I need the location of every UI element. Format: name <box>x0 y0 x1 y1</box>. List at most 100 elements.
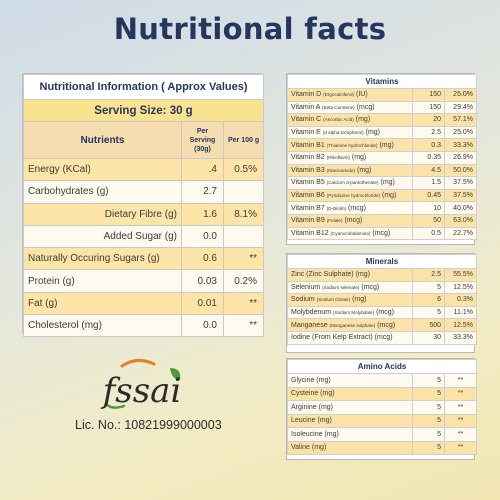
item-source: (Calcium d-pantothenate) <box>326 180 379 186</box>
nutrient-per-serving: 0.0 <box>181 224 224 249</box>
item-source: (Ascorbic Acid) <box>323 117 354 123</box>
nutrition-table: Nutritional Information ( Approx Values)… <box>22 73 265 338</box>
vitamin-row: Vitamin B2 (Riboflavin) (mg) 0.35 26.9% <box>287 150 478 165</box>
item-source: (Pyridoxine hydrochloride) <box>326 193 381 199</box>
vitamin-row-name: Vitamin B9 (Folate) (mcg) <box>287 213 413 228</box>
nutrient-per-100g <box>222 224 265 249</box>
nutrient-per-serving: 0.01 <box>181 291 224 316</box>
mineral-row-name: Manganese (Manganese sulphate) (mcg) <box>287 318 413 332</box>
vitamin-row-name: Vitamin E (d alpha tocopherol) (mg) <box>287 125 413 140</box>
vitamin-row-percent: 29.4% <box>443 100 478 115</box>
vitamin-row-percent: 25.0% <box>443 88 478 102</box>
item-source: (Sodium selenate) <box>322 284 360 290</box>
nutrient-per-serving: 0.0 <box>181 314 224 338</box>
mineral-row: Iodine (From Kelp Extract) (mcg) 30 33.3% <box>287 330 477 345</box>
item-name: Vitamin D <box>291 91 322 99</box>
amino-row: Leucine (mg) 5 ** <box>287 413 478 428</box>
item-name: Vitamin B9 <box>291 217 325 225</box>
mineral-row-percent: 11.1% <box>444 305 477 320</box>
nutrient-per-100g: ** <box>222 314 265 338</box>
item-source: (Manganese sulphate) <box>329 322 376 328</box>
vitamin-row-percent: 37.5% <box>443 188 478 203</box>
nutrient-row: Carbohydrates (g) 2.7 <box>23 180 265 204</box>
nutrient-per-serving: 0.6 <box>181 247 224 271</box>
item-source: (Sodium Citrate) <box>316 297 351 303</box>
amino-acids-table: Amino Acids Glycine (mg) 5 ** Cysteine (mg)… <box>286 358 478 460</box>
vitamin-row-value: 10 <box>412 201 445 215</box>
item-name: Zinc (Zinc Sulphate) <box>291 271 354 279</box>
vitamin-row-name: Vitamin A (Beta Carotene) (mcg) <box>287 100 413 115</box>
item-unit: (mcg) <box>377 321 396 329</box>
vitamin-row-percent: 33.3% <box>443 138 478 152</box>
mineral-row: Molybdenum (Sodium Molybdate) (mcg) 5 11.1… <box>287 305 477 320</box>
mineral-row: Sodium (Sodium Citrate) (mg) 6 0.3% <box>287 293 477 307</box>
nutrient-name: Dietary Fibre (g) <box>23 202 182 226</box>
nutrient-per-100g <box>222 180 265 204</box>
item-unit: (mcg) <box>361 283 380 291</box>
item-unit: (mcg) <box>344 217 363 225</box>
mineral-row-name: Molybdenum (Sodium Molybdate) (mcg) <box>287 305 413 320</box>
vitamin-row-value: 50 <box>412 213 445 228</box>
vitamin-row-name: Vitamin B2 (Riboflavin) (mg) <box>287 150 413 165</box>
vitamin-row-percent: 22.7% <box>443 226 478 241</box>
nutrient-per-serving: 0.03 <box>181 269 224 293</box>
vitamin-row-name: Vitamin B7 (D-Biotin) (mcg) <box>287 201 413 215</box>
vitamin-row-name: Vitamin B6 (Pyridoxine hydrochloride) (m… <box>287 188 413 203</box>
item-source: (D-Biotin) <box>326 205 347 211</box>
item-name: Vitamin B2 <box>291 154 325 162</box>
col-nutrients: Nutrients <box>23 121 182 159</box>
vitamin-row-value: 0.3 <box>412 138 445 152</box>
vitamin-row-percent: 25.0% <box>443 125 478 140</box>
mineral-row: Manganese (Manganese sulphate) (mcg) 500 1… <box>287 318 477 332</box>
nutrient-per-serving: 1.6 <box>181 202 224 226</box>
item-unit: (mg) <box>351 154 367 162</box>
nutrition-heading: Nutritional Information ( Approx Values) <box>22 74 265 100</box>
item-name: Vitamin B5 <box>291 179 325 187</box>
vitamin-row-name: Vitamin B3 (Niacinamide) (mg) <box>287 163 413 178</box>
nutrient-name: Added Sugar (g) <box>23 224 182 249</box>
item-unit: (mg) <box>352 296 367 304</box>
amino-value: 5 <box>412 373 445 388</box>
amino-name: Isoleucine (mg) <box>287 427 413 442</box>
item-unit: (mg) <box>365 129 380 137</box>
item-unit: (IU) <box>356 91 368 99</box>
vitamin-row-value: 20 <box>412 113 445 127</box>
nutrient-per-100g: 8.1% <box>222 202 265 226</box>
serving-size: Serving Size: 30 g <box>22 99 265 122</box>
mineral-row: Selenium (Sodium selenate) (mcg) 5 12.5% <box>287 280 477 295</box>
svg-text:fssai: fssai <box>100 371 182 411</box>
mineral-row-name: Zinc (Zinc Sulphate) (mg) <box>287 268 413 282</box>
amino-name: Glycine (mg) <box>287 373 413 388</box>
mineral-row-percent: 12.5% <box>444 318 477 332</box>
amino-percent: ** <box>443 440 478 455</box>
item-name: Vitamin B7 <box>291 204 325 212</box>
item-unit: (mg) <box>355 116 371 124</box>
nutrient-per-100g: 0.5% <box>222 157 265 182</box>
vitamin-row-value: 0.45 <box>412 188 445 203</box>
vitamin-row: Vitamin A (Beta Carotene) (mcg) 150 29.4% <box>287 100 478 115</box>
nutrient-row: Energy (KCal) .4 0.5% <box>23 157 265 182</box>
mineral-row-name: Selenium (Sodium selenate) (mcg) <box>287 280 413 295</box>
nutrient-name: Protein (g) <box>23 269 182 293</box>
mineral-row-value: 2.5 <box>412 268 445 282</box>
nutrient-name: Fat (g) <box>23 291 182 316</box>
item-name: Sodium <box>291 296 315 304</box>
amino-name: Arginine (mg) <box>287 400 413 415</box>
item-name: Iodine (From Kelp Extract) <box>291 334 373 342</box>
page-title: Nutritional facts <box>113 12 387 46</box>
vitamin-row-name: Vitamin D (Ergocalciferol) (IU) <box>287 88 413 102</box>
amino-row: Valine (mg) 5 ** <box>287 440 478 455</box>
amino-value: 5 <box>412 413 445 428</box>
item-unit: (mg) <box>379 141 394 149</box>
vitamin-row-value: 150 <box>412 100 445 115</box>
mineral-row-value: 500 <box>412 318 445 332</box>
amino-row: Cysteine (mg) 5 ** <box>287 386 478 401</box>
vitamin-row-name: Vitamin B12 (Cyanocobalamine) (mcg) <box>287 226 413 241</box>
minerals-table: Minerals Zinc (Zinc Sulphate) (mg) 2.5 55.… <box>286 253 477 353</box>
minerals-heading: Minerals <box>287 254 477 269</box>
vitamin-row-value: 0.35 <box>412 150 445 165</box>
col-per-serving: Per Serving (30g) <box>181 121 224 159</box>
vitamin-row: Vitamin B3 (Niacinamide) (mg) 4.5 50.0% <box>287 163 478 178</box>
vitamin-row-percent: 40.0% <box>443 201 478 215</box>
amino-name: Cysteine (mg) <box>287 386 413 401</box>
